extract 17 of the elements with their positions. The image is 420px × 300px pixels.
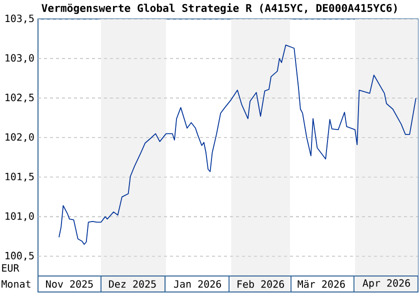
y-tick-label: 103,0 (6, 54, 34, 63)
x-axis-title: Monat (2, 280, 30, 288)
x-tick-label: Mär 2026 (298, 280, 345, 288)
x-tick-label: Jan 2026 (174, 280, 221, 288)
y-tick-label: 103,5 (6, 14, 34, 24)
line-series (58, 44, 416, 245)
x-tick-label: Nov 2025 (46, 280, 93, 288)
y-tick-label: 101,0 (6, 212, 34, 222)
chart-title: Vermögenswerte Global Strategie R (A415YC, DE000A415YC6) (42, 3, 397, 14)
y-tick-label: 102,5 (6, 94, 34, 102)
x-tick-label: Apr 2026 (362, 279, 410, 289)
x-tick-label: Dez 2025 (109, 280, 156, 288)
y-tick-label: 101,5 (6, 172, 34, 182)
y-axis-title: EUR (2, 264, 20, 272)
y-tick-label: 100,5 (6, 252, 34, 261)
x-tick-label: Feb 2026 (238, 280, 284, 288)
y-tick-label: 102,0 (6, 133, 34, 142)
